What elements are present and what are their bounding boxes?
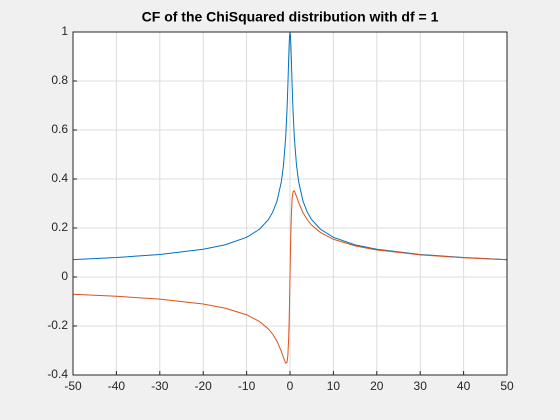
y-tick-label: 0 xyxy=(61,269,68,283)
axes-box xyxy=(72,31,508,376)
y-tick-label: -0.4 xyxy=(47,367,68,381)
x-tick-label: 10 xyxy=(327,379,341,393)
y-tick-label: 0.4 xyxy=(51,171,68,185)
x-tick-label: 50 xyxy=(500,379,514,393)
line-series xyxy=(72,190,508,364)
x-tick-label: -20 xyxy=(195,379,213,393)
x-tick-label: -40 xyxy=(108,379,126,393)
x-tick-label: 0 xyxy=(287,379,294,393)
y-tick-label: 0.2 xyxy=(51,220,68,234)
y-tick-label: 1 xyxy=(61,24,68,38)
x-tick-label: 40 xyxy=(457,379,471,393)
y-tick-label: 0.6 xyxy=(51,122,68,136)
x-tick-label: -50 xyxy=(64,379,82,393)
y-tick-label: -0.2 xyxy=(47,318,68,332)
x-tick-label: -10 xyxy=(238,379,256,393)
x-tick-label: 30 xyxy=(414,379,428,393)
x-tick-label: 20 xyxy=(370,379,384,393)
y-tick-label: 0.8 xyxy=(51,73,68,87)
x-tick-label: -30 xyxy=(151,379,169,393)
chart-title: CF of the ChiSquared distribution with d… xyxy=(142,9,439,25)
